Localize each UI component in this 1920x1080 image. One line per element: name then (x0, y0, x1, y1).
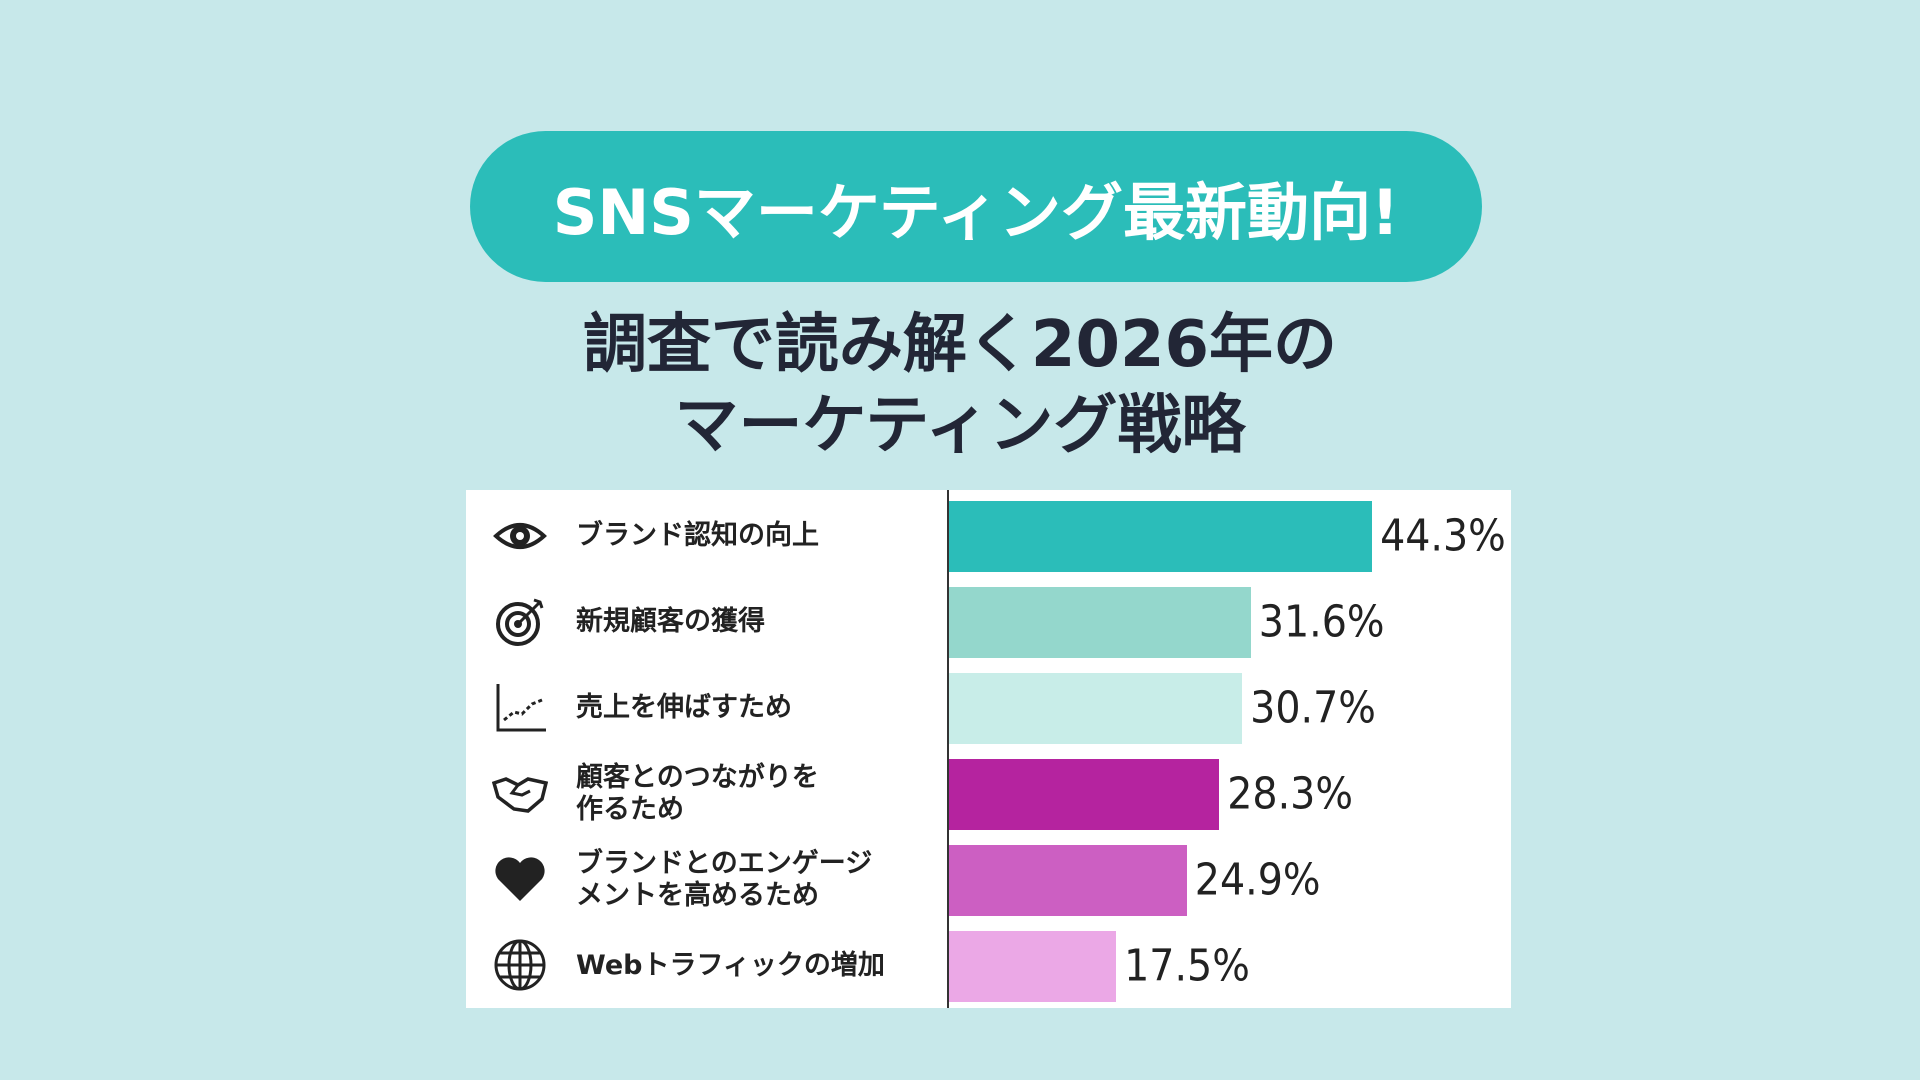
category-label: 顧客とのつながりを 作るため (576, 762, 819, 825)
heart-icon (495, 857, 545, 901)
handshake-icon (492, 777, 548, 813)
subtitle: 調査で読み解く2026年の (582, 308, 1338, 382)
bar (949, 500, 1373, 572)
category-label: 新規顧客の獲得 (576, 606, 765, 637)
bar (949, 672, 1243, 744)
bar (949, 586, 1251, 658)
chart-title: SNSマーケティング最新動向! (552, 175, 1400, 249)
bar (949, 930, 1117, 1002)
value-label: 44.3% (1380, 510, 1506, 562)
bar (949, 758, 1220, 830)
subtitle: マーケティング戦略 (674, 389, 1246, 463)
axis-line (947, 490, 949, 1008)
value-label: 30.7% (1250, 682, 1376, 734)
bar (949, 844, 1187, 916)
title-banner: SNSマーケティング最新動向! (470, 131, 1482, 282)
chart-icon (496, 684, 546, 732)
category-label: 売上を伸ばすため (576, 692, 792, 723)
target-icon (496, 598, 544, 646)
category-label: ブランド認知の向上 (576, 520, 819, 551)
value-label: 17.5% (1124, 940, 1250, 992)
value-label: 24.9% (1194, 854, 1321, 906)
value-label: 31.6% (1258, 596, 1385, 648)
category-label: ブランドとのエンゲージ メントを高めるため (576, 848, 873, 911)
category-label: Webトラフィックの増加 (576, 950, 885, 981)
eye-icon (493, 523, 547, 549)
chart-panel (466, 490, 1511, 1008)
globe-icon (494, 939, 546, 991)
value-label: 28.3% (1227, 768, 1353, 820)
